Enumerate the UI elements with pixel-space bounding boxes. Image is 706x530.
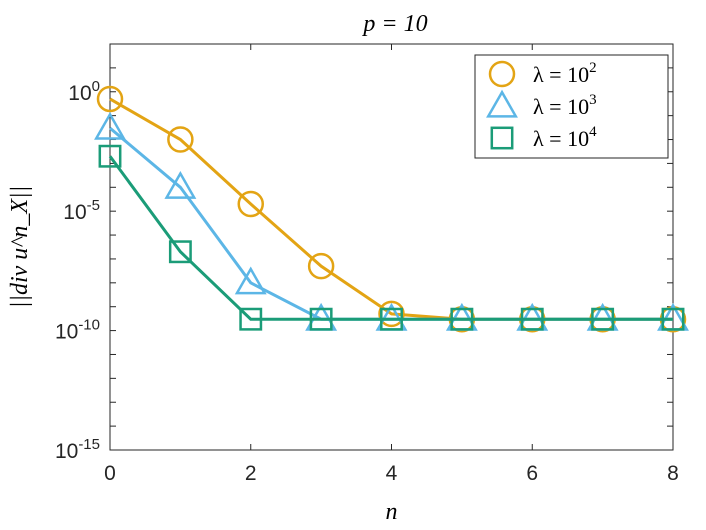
legend-entry-label: λ = 104 xyxy=(533,124,597,151)
legend-entry-label: λ = 102 xyxy=(533,60,597,87)
square-marker xyxy=(450,307,474,331)
legend-box xyxy=(474,54,669,159)
legend-entry-exponent: 3 xyxy=(589,92,597,108)
triangle-marker xyxy=(486,89,518,118)
legend-entry-exponent: 2 xyxy=(589,60,597,76)
square-marker xyxy=(380,307,403,331)
x-tick-label: 4 xyxy=(386,462,398,485)
y-tick-base: 10 xyxy=(55,321,78,344)
square-marker xyxy=(661,307,685,331)
chart-title: p = 10 xyxy=(361,11,427,37)
y-tick-base: 10 xyxy=(55,440,78,463)
x-tick-label: 8 xyxy=(667,462,679,485)
legend-entry-main: λ = 10 xyxy=(533,62,589,87)
x-tick-label: 0 xyxy=(104,462,116,485)
square-marker xyxy=(98,144,122,168)
square-marker xyxy=(168,240,192,264)
x-tick-label: 6 xyxy=(526,462,538,485)
labels: p = 10 n ||div u^n_X|| xyxy=(7,11,428,525)
square-marker xyxy=(239,307,263,331)
circle-marker xyxy=(307,252,335,280)
y-tick-label: 10-10 xyxy=(55,317,100,344)
y-tick-exponent: 0 xyxy=(92,78,100,95)
circle-marker xyxy=(488,60,516,88)
series-group xyxy=(94,85,689,333)
square-marker xyxy=(591,307,615,331)
y-tick-label: 10-5 xyxy=(63,197,100,224)
y-tick-exponent: -5 xyxy=(87,197,100,214)
x-tick-label: 2 xyxy=(245,462,257,485)
square-marker xyxy=(309,307,333,331)
y-tick-exponent: -15 xyxy=(78,436,100,453)
triangle-marker xyxy=(164,170,197,199)
y-tick-base: 10 xyxy=(68,82,91,105)
square-marker xyxy=(490,126,514,150)
y-axis-label: ||div u^n_X|| xyxy=(7,186,33,309)
legend-entry-main: λ = 10 xyxy=(533,94,589,119)
y-tick-base: 10 xyxy=(63,201,86,224)
y-tick-label: 10-15 xyxy=(55,436,100,463)
circle-marker xyxy=(237,190,264,218)
series-square xyxy=(98,144,685,331)
triangle-marker xyxy=(94,111,126,140)
series-line xyxy=(108,155,673,321)
x-axis-label: n xyxy=(386,499,398,525)
triangle-marker xyxy=(234,266,267,295)
square-marker xyxy=(520,307,544,331)
y-tick-exponent: -10 xyxy=(78,317,100,334)
y-tick-label: 100 xyxy=(68,78,100,105)
circle-marker xyxy=(96,85,124,113)
circle-marker xyxy=(378,300,405,328)
legend-entry-exponent: 4 xyxy=(589,124,597,140)
legend-entry-main: λ = 10 xyxy=(533,126,589,151)
circle-marker xyxy=(167,126,194,153)
legend-entry-label: λ = 103 xyxy=(533,92,597,119)
